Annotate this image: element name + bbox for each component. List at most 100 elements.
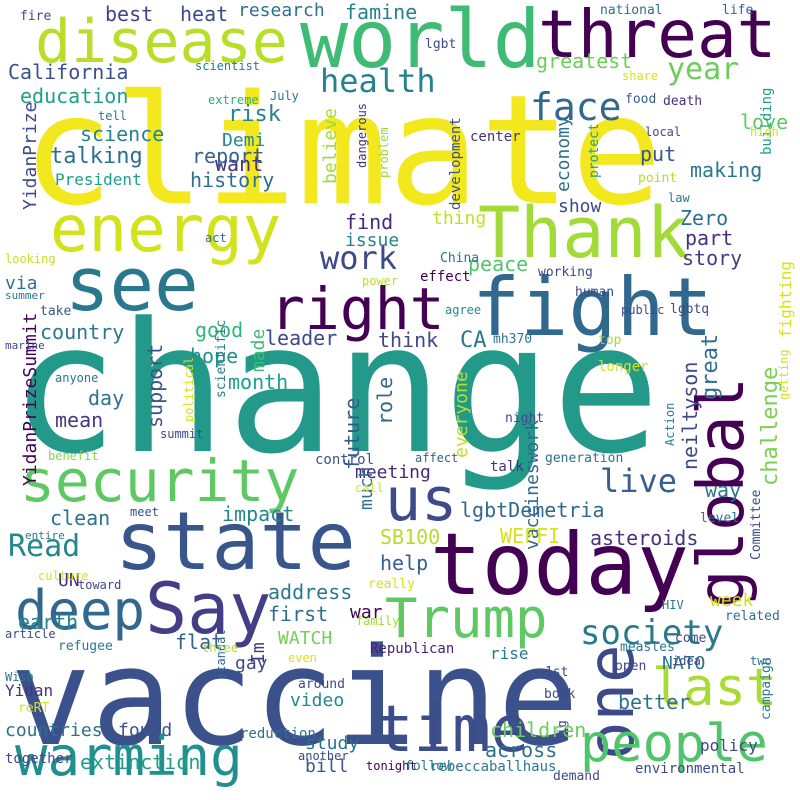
word-yidanprize: YidanPrize	[20, 101, 41, 210]
word-environmental: environmental	[635, 761, 745, 777]
word-good: good	[195, 318, 244, 342]
word-mh370: mh370	[493, 332, 533, 347]
word-culture: culture	[38, 569, 89, 583]
word-family: family	[356, 614, 400, 628]
word-policy: policy	[700, 736, 758, 755]
word-measles: measles	[620, 640, 675, 655]
word-face: face	[530, 85, 622, 129]
word-extinction: extinction	[80, 750, 201, 774]
word-year: year	[667, 52, 740, 87]
word-famine: famine	[345, 0, 418, 24]
word-help: help	[380, 551, 429, 575]
word-disease: disease	[35, 7, 288, 77]
word-follow: follow	[405, 759, 452, 774]
word-last: last	[652, 658, 778, 718]
word-take: take	[40, 304, 72, 319]
word-right: right	[270, 275, 445, 343]
word-together: together	[5, 751, 73, 767]
word-address: address	[268, 580, 353, 604]
word-looking: looking	[5, 252, 56, 266]
word-first: first	[268, 602, 329, 626]
word-around: around	[298, 677, 345, 692]
word-country: country	[40, 320, 125, 344]
word-generation: generation	[545, 451, 624, 466]
word-best: best	[105, 2, 154, 26]
word-video: video	[290, 690, 345, 711]
word-republican: Republican	[370, 641, 455, 657]
word-put: put	[640, 142, 677, 166]
word-lgbt: lgbt	[425, 37, 457, 52]
word-rise: rise	[490, 644, 529, 663]
word-scientific: scientific	[214, 319, 229, 398]
word-big: big	[555, 720, 569, 742]
word-via: via	[5, 273, 38, 294]
word-everyone: everyone	[451, 371, 472, 458]
word-found: found	[118, 720, 173, 741]
word-idea: idea	[672, 654, 701, 668]
word-food: food	[625, 92, 657, 107]
word-impact: impact	[222, 502, 295, 526]
word-talking: talking	[50, 144, 143, 169]
word-making: making	[690, 158, 763, 182]
word-human: human	[575, 285, 615, 300]
word-refugee: refugee	[58, 639, 113, 654]
word-anyone: anyone	[55, 371, 99, 385]
word-article: article	[5, 627, 56, 641]
word-energy: energy	[50, 193, 282, 267]
word-reduction: reduction	[240, 726, 316, 742]
word-july: July	[270, 89, 299, 103]
word-state: state	[115, 495, 356, 588]
word-today: today	[430, 515, 689, 615]
word-thank: Thank	[478, 192, 689, 274]
word-risk: risk	[228, 102, 281, 127]
word-tell: tell	[98, 109, 127, 123]
word-sb100: SB100	[380, 525, 441, 549]
word-dangerous: dangerous	[355, 102, 369, 168]
word-benefit: benefit	[48, 449, 99, 463]
word-lgbtq: lgbtq	[670, 302, 710, 317]
word-flat: flat	[175, 630, 224, 654]
word-bill: bill	[305, 756, 349, 777]
word-heat: heat	[180, 2, 229, 26]
word-society: society	[580, 613, 724, 653]
word-agree: agree	[445, 303, 482, 317]
word-say: Say	[145, 568, 272, 650]
word-greatest: greatest	[536, 49, 633, 73]
word-meet: meet	[130, 505, 159, 519]
word-us: us	[385, 465, 458, 535]
word-part: part	[685, 226, 734, 250]
word-power: power	[362, 274, 399, 288]
word-weffi: WEFFI	[500, 524, 561, 548]
word-study: study	[305, 733, 360, 754]
word-top: top	[598, 333, 622, 348]
word-fighting: fighting	[776, 260, 795, 338]
word-trump: Trump	[385, 587, 548, 650]
word-china: China	[440, 251, 480, 266]
word-political: political	[182, 356, 196, 422]
word-committee: Committee	[749, 489, 764, 560]
word-hiv: HIV	[662, 598, 684, 612]
word-point: point	[638, 171, 678, 186]
word-support: support	[143, 343, 167, 428]
word-gay: gay	[235, 653, 268, 674]
word-tonight: tonight	[366, 759, 417, 773]
word-see: see	[65, 242, 199, 328]
word-come: come	[675, 631, 707, 646]
word-1st: 1st	[545, 665, 569, 680]
word-world: world	[300, 0, 541, 86]
word-rert: reRT	[18, 701, 50, 716]
word-law: law	[668, 191, 690, 205]
word-zero: Zero	[680, 206, 729, 230]
word-two: two	[750, 654, 772, 668]
word-act: act	[205, 231, 227, 245]
word-development: development	[448, 117, 464, 210]
word-great: great	[698, 333, 723, 400]
word-rebeccaballhaus: rebeccaballhaus	[430, 759, 557, 775]
word-month: month	[228, 370, 289, 394]
word-toward: toward	[78, 578, 122, 592]
word-campaign: campaign	[759, 657, 774, 720]
word-health: health	[320, 62, 436, 100]
word-getting: getting	[777, 349, 791, 400]
word-ca: CA	[460, 328, 487, 353]
